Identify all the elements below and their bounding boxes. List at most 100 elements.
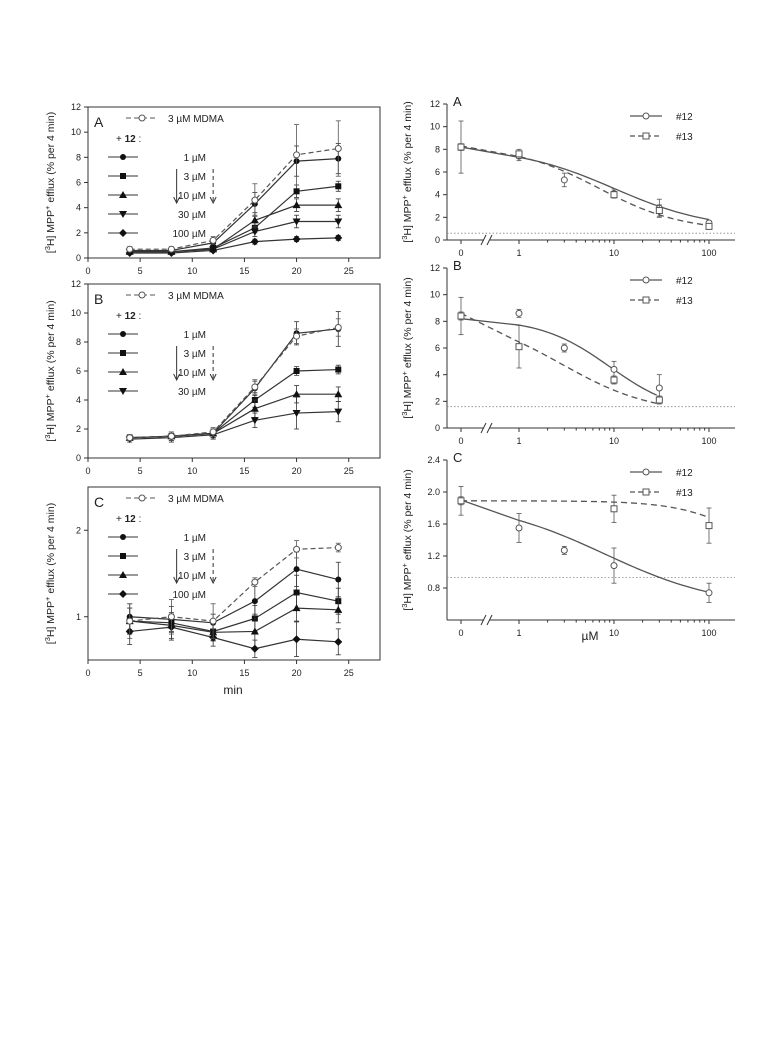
data-point [334,145,342,153]
legend-marker [120,534,126,540]
y-tick-label: 6 [435,343,440,353]
legend: 3 µM MDMA + 12 : 1 µM 3 µM 10 µM 30 µM 100 µM [108,114,224,240]
data-point [334,218,343,226]
panel-label: C [94,494,104,510]
series-line [129,411,339,440]
data-point [515,150,523,158]
legend-marker [642,468,650,476]
y-tick-label: 10 [430,122,440,132]
data-point [610,505,618,513]
arrow-head [173,196,181,205]
legend-label: #12 [676,468,693,479]
data-point [457,143,465,151]
panel-label: B [94,291,103,307]
y-tick-label: 10 [71,308,81,318]
y-tick-label: 1.6 [427,519,440,529]
series-line [129,157,339,252]
legend-label: #12 [676,112,693,123]
arrow-head [209,196,217,205]
series-n12 [457,485,713,603]
legend-marker [138,494,146,502]
data-point [293,188,300,195]
legend-marker [120,350,126,356]
y-tick-label: 4 [435,190,440,200]
data-point [292,410,301,418]
x-tick-label: 100 [701,628,716,638]
fit-curve [460,312,657,405]
data-point [292,635,301,644]
legend-marker [119,590,127,598]
panel-label: A [94,114,104,130]
data-point [560,546,568,554]
series-line [129,220,339,253]
series-line [129,607,339,633]
legend-label: #13 [676,296,693,307]
legend-marker [642,276,650,284]
data-point [293,589,300,596]
legend-label: 30 µM [178,210,206,221]
series-n13 [457,311,663,405]
y-tick-label: 8 [435,144,440,154]
data-point [610,562,618,570]
series-line [129,204,339,253]
x-tick-label: 1 [516,248,521,258]
data-point [167,245,175,253]
arrow-head [209,373,217,382]
x-tick-label: 10 [609,248,619,258]
data-point [457,497,465,505]
series-1-m [126,551,342,633]
axis-break-mark [486,614,493,626]
x-tick-label: 10 [187,668,197,678]
y-tick-label: 2 [76,228,81,238]
legend-label: 100 µM [172,590,206,601]
legend-header: + 12 : [116,514,141,525]
legend-label: 3 µM [184,552,206,563]
data-point [334,201,343,209]
x-tick-label: 10 [609,436,619,446]
series-3-m-mdma [126,318,342,442]
series-1-m [126,143,342,254]
legend-marker [119,191,127,198]
y-tick-label: 12 [430,263,440,273]
series-line [129,326,339,439]
data-point [515,309,523,317]
x-tick-label: 20 [292,266,302,276]
y-tick-label: 12 [71,102,81,112]
x-tick-label: 0 [458,436,463,446]
series-line [129,147,339,250]
data-point [334,605,343,613]
data-point [292,218,301,226]
legend-marker [119,229,127,237]
legend-label: 3 µM [184,172,206,183]
y-tick-label: 10 [430,290,440,300]
data-point [457,312,465,320]
legend-label: 1 µM [184,533,206,544]
x-tick-label: 1 [516,436,521,446]
axis-break-mark [486,234,493,246]
chart-left-A: 0 5 10 15 20 25 0 2 4 6 8 10 12 A [3H] MPP+ efflux (% … [43,102,381,276]
x-tick-label: 10 [187,466,197,476]
data-point [610,376,618,384]
series-line [129,591,339,633]
x-tick-label: 25 [344,466,354,476]
legend: #12 #13 [630,276,693,307]
data-point [251,598,258,605]
y-tick-label: 6 [76,178,81,188]
y-axis-label: [3H] MPP+ efflux (% per 4 min) [400,101,414,242]
data-point [250,216,259,224]
legend-header: + 12 : [116,134,141,145]
legend-marker [120,173,126,179]
axis-break-mark [486,422,493,434]
y-tick-label: 0 [435,423,440,433]
y-tick-label: 8 [76,337,81,347]
data-point [251,383,259,391]
data-point [292,390,301,398]
x-tick-label: 1 [516,628,521,638]
x-tick-label: 15 [239,466,249,476]
x-tick-label: 5 [138,668,143,678]
data-point [250,627,259,635]
x-tick-label: 15 [239,668,249,678]
y-tick-label: 0 [76,453,81,463]
series-3-m [126,364,342,442]
